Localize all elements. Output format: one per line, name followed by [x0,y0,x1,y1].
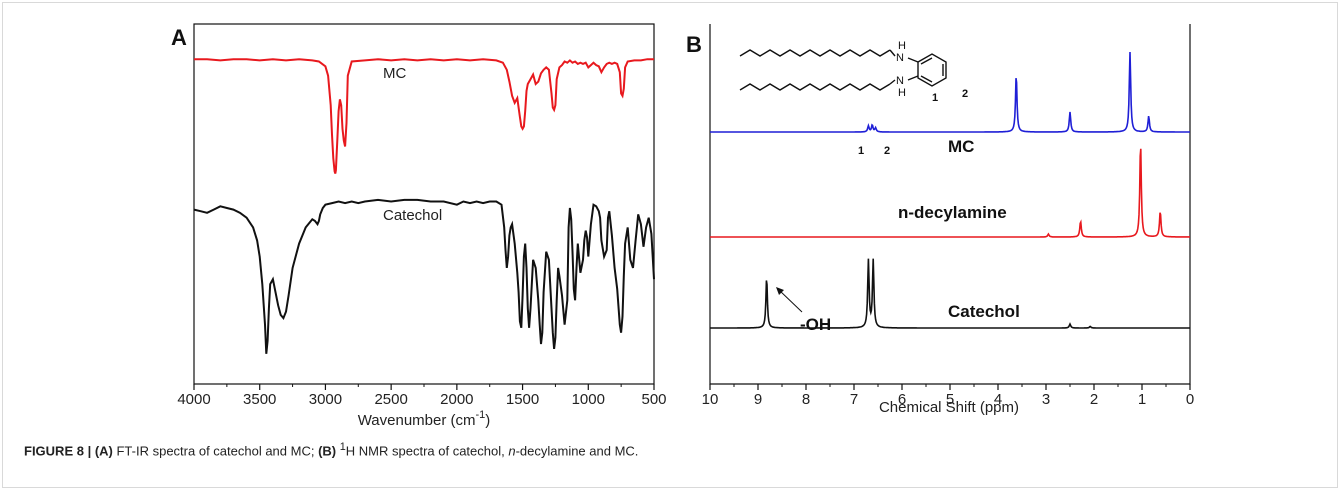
struct-h-upper: H [898,40,906,52]
nmr-x-tick-label: 8 [802,391,810,408]
nmr-label-catechol: Catechol [948,302,1020,321]
nmr-x-tick-label: 1 [1138,391,1146,408]
benzene-double-bond-1 [920,57,933,65]
caption-part-b-text-1: H NMR spectra of catechol, [345,443,509,459]
nmr-oh-label: -OH [800,315,831,334]
ftir-x-tick-label: 1500 [506,391,539,408]
nmr-series-group [710,51,1190,329]
nmr-x-tick-label: 0 [1186,391,1194,408]
ftir-plot-frame [193,23,655,385]
caption-part-b-label: (B) [318,443,337,459]
ftir-series-catechol [193,198,655,354]
ftir-x-axis-label-end: ) [485,412,490,429]
struct-h-lower: H [898,87,906,99]
ftir-x-axis-label-sup: -1 [476,409,486,421]
caption-italic-n: n [508,443,516,459]
ftir-x-ticks: 4000 3500 3000 2500 2000 1500 1000 500 [177,384,667,408]
nmr-x-tick-label: 10 [702,391,719,408]
mc-structure-drawing [739,49,947,91]
struct-n-upper: N [896,52,904,64]
struct-n-lower: N [896,75,904,87]
bond-n2-ring [907,75,919,81]
ftir-series-mc [194,58,654,174]
caption-part-a-label: (A) [94,443,113,459]
oh-arrow-line [778,289,803,313]
nmr-x-axis-label: Chemical Shift (ppm) [879,399,1019,416]
nmr-label-mc: MC [948,137,974,156]
panel-letter-a: A [171,25,187,50]
nmr-chart: 10 9 8 7 6 5 4 3 2 1 0 Chemical Shift (ppm) H N N … [702,24,1194,416]
caption-figure-number: FIGURE 8 | [24,443,92,459]
caption-part-b-text-2: -decylamine and MC. [515,443,639,459]
ftir-x-tick-label: 3500 [243,391,276,408]
figure-caption: FIGURE 8 | (A) FT-IR spectra of catechol… [24,441,1324,458]
nmr-series-mc [710,51,1190,133]
nmr-series-n-decylamine [710,148,1190,238]
benzene-ring [917,53,947,87]
nmr-x-tick-label: 3 [1042,391,1050,408]
nmr-x-tick-label: 9 [754,391,762,408]
ftir-x-tick-label: 2500 [374,391,407,408]
nmr-x-tick-label: 4 [994,391,1002,408]
nmr-x-tick-label: 2 [1090,391,1098,408]
panel-letter-b: B [686,32,702,57]
ftir-x-tick-label: 3000 [309,391,342,408]
caption-superscript: 1 [339,441,346,453]
benzene-double-bond-3 [920,75,933,83]
mc-peak-label-1: 1 [858,145,864,157]
caption-part-a-text: FT-IR spectra of catechol and MC; [112,443,319,459]
oh-arrow-head [776,287,784,295]
nmr-series-catechol [710,258,1190,329]
bond-n2-chain [889,79,896,85]
ftir-x-axis-label-main: Wavenumber (cm [358,412,476,429]
nmr-x-tick-label: 5 [946,391,954,408]
nmr-label-decylamine: n-decylamine [898,203,1007,222]
nmr-x-ticks: 10 9 8 7 6 5 4 3 2 1 0 [702,384,1194,408]
ftir-label-catechol: Catechol [383,207,442,224]
ftir-x-tick-label: 1000 [572,391,605,408]
ftir-x-tick-label: 4000 [177,391,210,408]
ftir-x-tick-label: 500 [641,391,666,408]
ftir-x-axis-label: Wavenumber (cm-1) [358,409,491,429]
alkyl-chain-upper [739,49,891,57]
struct-position-2: 2 [962,88,968,100]
ftir-x-tick-label: 2000 [440,391,473,408]
nmr-x-tick-label: 6 [898,391,906,408]
ftir-label-mc: MC [383,65,406,82]
ftir-chart: 4000 3500 3000 2500 2000 1500 1000 500 MC Catec… [177,23,667,429]
alkyl-chain-lower [739,83,891,91]
struct-position-1: 1 [932,92,938,104]
ftir-series-group [193,58,655,354]
nmr-x-tick-label: 7 [850,391,858,408]
bond-n1-chain [889,49,896,57]
mc-peak-label-2: 2 [884,145,890,157]
bond-n1-ring [907,57,919,63]
